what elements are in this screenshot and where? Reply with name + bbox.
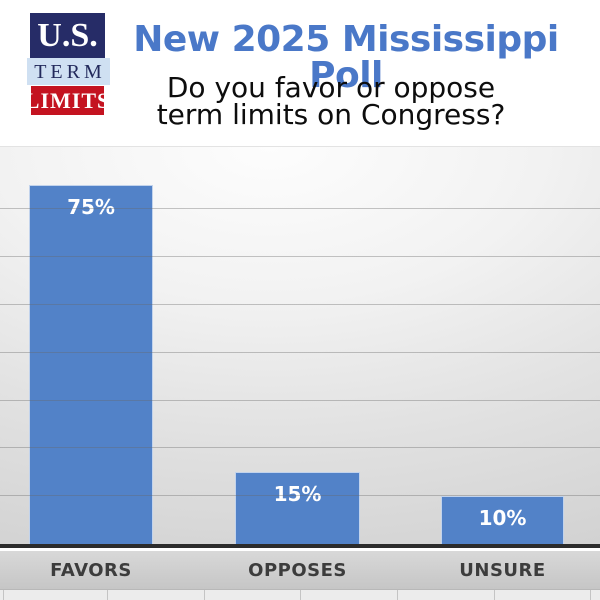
category-label-unsure: UNSURE <box>459 559 546 581</box>
bar-favors: 75% <box>29 185 153 544</box>
gridline <box>0 304 600 305</box>
tick-mark <box>300 590 301 600</box>
tick-mark <box>590 590 591 600</box>
gridline <box>0 447 600 448</box>
bottom-tick-strip <box>0 589 600 600</box>
gridline <box>0 208 600 209</box>
logo-term-text: TERM <box>27 58 110 85</box>
tick-mark <box>204 590 205 600</box>
bar-unsure: 10% <box>441 496 564 544</box>
poll-title: New 2025 Mississippi Poll <box>133 19 559 96</box>
gridline <box>0 400 600 401</box>
gridline <box>0 495 600 496</box>
bar-opposes: 15% <box>235 472 360 544</box>
logo-limits-text: LIMITS <box>25 85 109 116</box>
poll-question-line1: Do you favor or oppose <box>166 71 496 104</box>
gridline <box>0 352 600 353</box>
bar-value-label: 10% <box>478 506 527 530</box>
category-axis-band: FAVORS OPPOSES UNSURE <box>0 551 600 589</box>
ustl-logo: U.S. TERM LIMITS <box>25 13 110 116</box>
tick-mark <box>397 590 398 600</box>
category-label-favors: FAVORS <box>50 559 132 581</box>
tick-mark <box>3 590 4 600</box>
bar-value-label: 75% <box>67 195 115 219</box>
bar-value-label: 15% <box>273 482 322 506</box>
plot-area: 75% 15% 10% <box>0 146 600 548</box>
tick-mark <box>107 590 108 600</box>
category-label-opposes: OPPOSES <box>248 559 347 581</box>
header: U.S. TERM LIMITS New 2025 Mississippi Po… <box>0 0 600 146</box>
poll-question: Do you favor or oppose term limits on Co… <box>40 71 600 131</box>
tick-mark <box>494 590 495 600</box>
logo-us-text: U.S. <box>30 13 105 58</box>
poll-question-line2: term limits on Congress? <box>156 98 506 131</box>
gridline <box>0 256 600 257</box>
